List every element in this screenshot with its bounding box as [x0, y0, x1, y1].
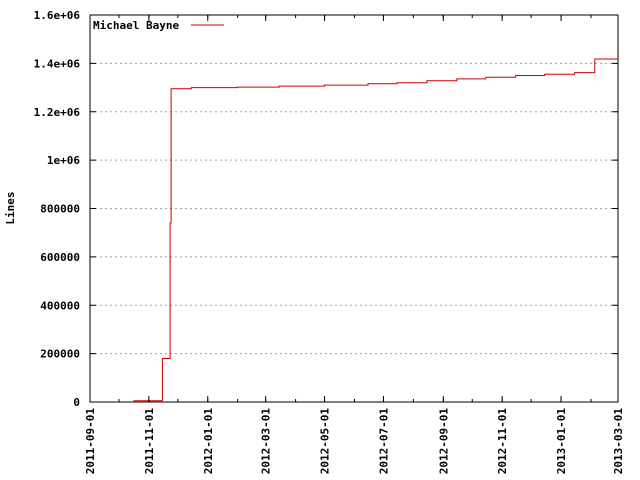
y-tick-label: 800000	[40, 203, 80, 216]
grid-lines	[90, 62, 618, 355]
x-tick-label: 2012-01-01	[202, 408, 215, 475]
y-tick-label: 1e+06	[47, 154, 80, 167]
x-tick-label: 2012-05-01	[319, 408, 332, 475]
y-tick-label: 200000	[40, 348, 80, 361]
y-tick-labels: 0 200000 400000 600000 800000 1e+06 1.2e+06 1.4…	[34, 9, 81, 409]
x-tick-label: 2011-09-01	[84, 408, 97, 475]
y-tick-label: 1.2e+06	[34, 106, 81, 119]
y-tick-label: 0	[73, 396, 80, 409]
x-tick-label: 2012-11-01	[496, 408, 509, 475]
y-axis-label: Lines	[4, 191, 17, 224]
x-tick-label: 2012-03-01	[260, 408, 273, 475]
series-layer	[133, 58, 619, 402]
x-tick-label: 2011-11-01	[143, 408, 156, 475]
y-tick-label: 600000	[40, 251, 80, 264]
x-tick-label: 2013-01-01	[555, 408, 568, 475]
x-tick-label: 2012-07-01	[377, 408, 390, 475]
series-line	[133, 58, 619, 402]
x-tick-label: 2012-09-01	[437, 408, 450, 475]
y-tick-label: 1.6e+06	[34, 9, 81, 22]
legend: Michael Bayne	[93, 19, 224, 32]
axis-ticks	[89, 14, 619, 403]
y-tick-label: 1.4e+06	[34, 57, 81, 70]
legend-label: Michael Bayne	[93, 19, 179, 32]
x-tick-labels: 2011-09-01 2011-11-01 2012-01-01 2012-03-01…	[84, 408, 625, 475]
plot-frame	[89, 14, 619, 403]
x-tick-label: 2013-03-01	[612, 408, 625, 475]
y-tick-label: 400000	[40, 299, 80, 312]
